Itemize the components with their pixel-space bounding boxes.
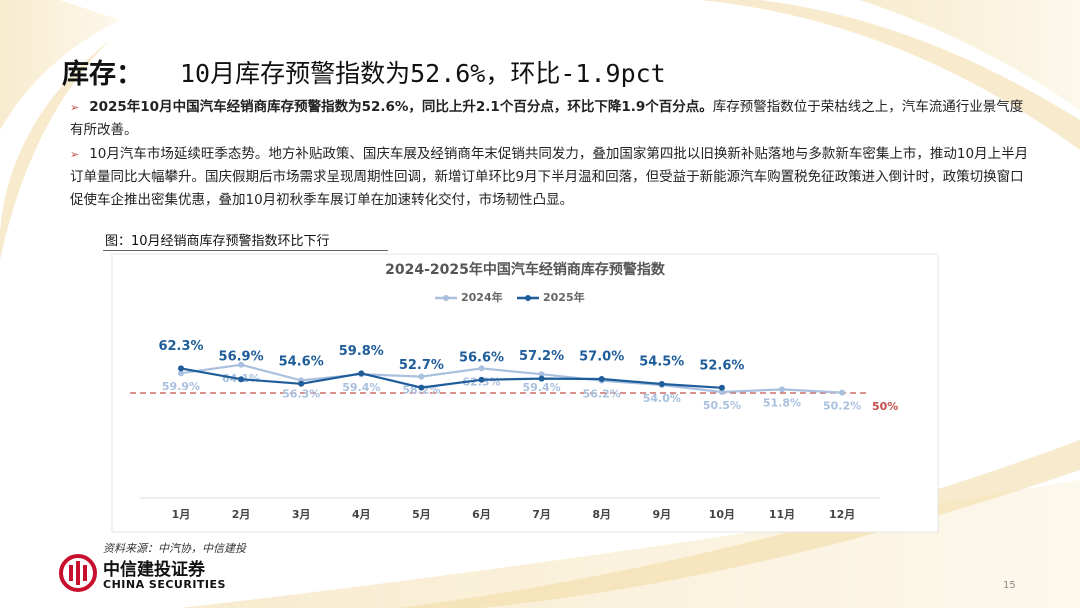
data-label: 54.0% <box>643 392 681 405</box>
chart-title: 2024-2025年中国汽车经销商库存预警指数 <box>385 261 666 278</box>
data-point <box>718 389 725 395</box>
legend-dot <box>443 295 449 301</box>
data-point <box>779 386 785 393</box>
data-label: 54.5% <box>639 355 684 370</box>
bullet-text: 库存预警指数位于荣枯线之上，汽车流通行业景气度有所改善。 <box>70 99 1024 138</box>
data-label: 56.2% <box>583 388 621 401</box>
data-label: 50.2% <box>823 400 861 413</box>
data-label: 59.8% <box>339 344 384 359</box>
x-tick-label: 9月 <box>652 508 671 521</box>
page-number: 15 <box>1003 580 1016 591</box>
data-label: 59.4% <box>342 381 380 394</box>
data-point <box>839 389 846 396</box>
bullet-bold: 2025年10月中国汽车经销商库存预警指数为52.6%，同比上升2.1个百分点，… <box>89 99 713 115</box>
data-label: 56.3% <box>282 387 320 400</box>
data-label: 56.9% <box>219 350 264 365</box>
data-point <box>658 381 665 387</box>
bullet-text: 10月汽车市场延续旺季态势。地方补贴政策、国庆车展及经销商年末促销共同发力，叠加… <box>70 146 1029 208</box>
data-point <box>598 376 605 382</box>
legend-label: 2024年 <box>461 290 503 304</box>
data-point <box>418 373 425 380</box>
data-label: 54.6% <box>279 354 324 369</box>
x-tick-label: 2月 <box>232 508 251 521</box>
bullet: ➢ 10月汽车市场延续旺季态势。地方补贴政策、国庆车展及经销商年末促销共同发力，叠… <box>70 146 1029 208</box>
data-point <box>358 370 365 377</box>
logo-en: CHINA SECURITIES <box>103 578 226 591</box>
bullet: ➢ 2025年10月中国汽车经销商库存预警指数为52.6%，同比上升2.1个百分点… <box>70 99 1024 138</box>
series-line <box>180 363 843 394</box>
data-point <box>478 376 485 383</box>
data-label: 57.2% <box>519 349 564 364</box>
series-line <box>180 367 722 389</box>
x-tick-label: 3月 <box>292 508 311 521</box>
data-label: 56.6% <box>459 350 504 365</box>
x-tick-label: 8月 <box>592 508 611 521</box>
x-tick-label: 6月 <box>472 508 491 521</box>
data-label: 50.5% <box>703 399 741 412</box>
figure-caption: 图：10月经销商库存预警指数环比下行 <box>105 234 330 249</box>
data-point <box>718 384 725 391</box>
logo-mark <box>59 554 97 592</box>
data-label: 52.7% <box>399 358 444 373</box>
data-label: 51.8% <box>763 396 801 409</box>
data-point <box>238 361 245 368</box>
x-tick-label: 10月 <box>709 508 735 521</box>
data-point <box>418 384 425 391</box>
x-tick-label: 7月 <box>532 508 551 521</box>
title: 10月库存预警指数为52.6%，环比-1.9pct <box>180 59 666 88</box>
title-label: 库存： <box>62 59 143 90</box>
x-tick-label: 1月 <box>172 508 191 521</box>
data-point <box>298 380 305 387</box>
x-tick-label: 4月 <box>352 508 371 521</box>
x-tick-label: 5月 <box>412 508 431 521</box>
x-tick-label: 12月 <box>829 508 855 521</box>
x-tick-label: 11月 <box>769 508 795 521</box>
data-label: 57.0% <box>579 350 624 365</box>
data-point <box>178 365 184 372</box>
reference-label: 50% <box>872 400 898 413</box>
data-point <box>238 376 245 383</box>
logo-cn: 中信建投证券 <box>103 560 205 580</box>
data-label: 59.4% <box>523 381 561 394</box>
data-point <box>538 371 545 378</box>
caption-rule <box>103 250 388 251</box>
source: 资料来源：中汽协，中信建投 <box>103 542 246 555</box>
data-label: 62.3% <box>158 339 203 354</box>
data-point <box>538 375 545 382</box>
data-point <box>478 365 485 372</box>
data-point <box>178 370 184 377</box>
legend-dot <box>525 295 531 301</box>
data-label: 52.6% <box>699 358 744 373</box>
legend-label: 2025年 <box>543 290 585 304</box>
data-label: 59.9% <box>162 380 200 393</box>
